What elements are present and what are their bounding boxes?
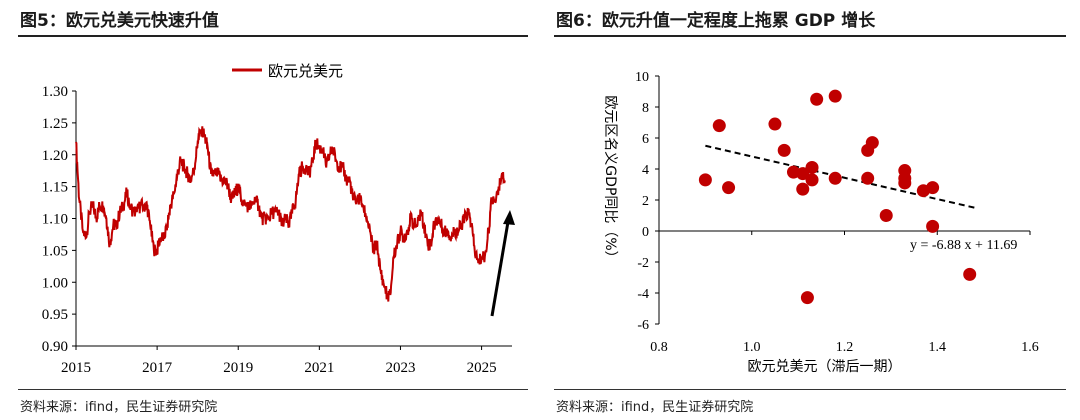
right-scatter-point bbox=[828, 171, 842, 185]
right-scatter-point bbox=[796, 182, 810, 196]
right-y-tick-label: 10 bbox=[635, 70, 649, 85]
right-scatter-point bbox=[963, 267, 977, 281]
left-y-tick-label: 1.20 bbox=[42, 148, 68, 164]
right-y-tick-label: -6 bbox=[637, 318, 649, 333]
left-chart-title: 图5：欧元兑美元快速升值 bbox=[20, 11, 219, 31]
left-x-tick-label: 2019 bbox=[223, 360, 253, 376]
right-chart-title: 图6：欧元升值一定程度上拖累 GDP 增长 bbox=[556, 11, 876, 31]
right-y-tick-label: -4 bbox=[637, 287, 649, 302]
right-x-tick-label: 0.8 bbox=[650, 340, 668, 355]
right-scatter-point bbox=[926, 181, 940, 195]
left-trend-arrow-shaft bbox=[490, 218, 510, 317]
right-x-tick-label: 1.4 bbox=[929, 340, 947, 355]
right-y-tick-label: 0 bbox=[642, 225, 649, 240]
left-y-tick-label: 1.30 bbox=[42, 84, 68, 100]
left-y-tick-label: 1.15 bbox=[42, 180, 68, 196]
left-y-tick-label: 1.10 bbox=[42, 212, 68, 228]
right-scatter-point bbox=[898, 171, 912, 185]
right-y-tick-label: 2 bbox=[642, 194, 649, 209]
right-y-tick-label: 4 bbox=[642, 163, 649, 178]
right-source-note: 资料来源：ifind，民生证券研究院 bbox=[556, 400, 754, 415]
right-bottom-rule bbox=[554, 389, 1066, 390]
right-scatter-point bbox=[712, 119, 726, 133]
right-scatter-point bbox=[861, 171, 875, 185]
left-bottom-rule bbox=[18, 389, 528, 390]
left-x-tick-label: 2023 bbox=[385, 360, 415, 376]
right-scatter-point bbox=[879, 209, 893, 222]
left-series-line-eurusd bbox=[75, 126, 506, 302]
right-x-tick-label: 1.6 bbox=[1021, 340, 1039, 355]
right-trendline-equation: y = -6.88 x + 11.69 bbox=[910, 238, 1017, 253]
left-x-tick-label: 2015 bbox=[61, 360, 91, 376]
left-legend-label: 欧元兑美元 bbox=[268, 62, 343, 80]
right-x-tick-label: 1.0 bbox=[743, 340, 761, 355]
right-scatter-point bbox=[865, 136, 879, 150]
left-x-tick-label: 2025 bbox=[467, 360, 497, 376]
right-scatter-point bbox=[796, 167, 810, 181]
right-scatter-point bbox=[805, 173, 819, 187]
left-x-tick-label: 2017 bbox=[142, 360, 173, 376]
right-scatter-point bbox=[698, 173, 712, 187]
left-y-tick-label: 0.95 bbox=[42, 307, 68, 323]
right-scatter-point bbox=[777, 143, 791, 157]
right-y-tick-label: -2 bbox=[637, 256, 649, 271]
left-y-tick-label: 1.05 bbox=[42, 243, 68, 259]
right-y-tick-label: 8 bbox=[642, 101, 649, 116]
right-y-axis-label: 欧元区名义GDP同比（%） bbox=[602, 95, 618, 264]
left-x-tick-label: 2021 bbox=[304, 360, 334, 376]
right-scatter-point bbox=[800, 291, 814, 305]
right-scatter-point bbox=[828, 89, 842, 103]
left-title-rule bbox=[18, 35, 528, 37]
left-trend-arrow-head bbox=[503, 210, 515, 225]
right-scatter-point bbox=[810, 92, 824, 106]
right-scatter-point bbox=[926, 219, 940, 233]
left-y-tick-label: 0.90 bbox=[42, 339, 68, 355]
right-scatter-point bbox=[722, 181, 736, 195]
left-y-tick-label: 1.25 bbox=[42, 116, 68, 132]
right-title-rule bbox=[554, 35, 1066, 37]
right-trendline bbox=[705, 144, 975, 209]
right-y-tick-label: 6 bbox=[642, 132, 649, 147]
left-y-tick-label: 1.00 bbox=[42, 275, 68, 291]
right-x-axis-label: 欧元兑美元（滞后一期） bbox=[748, 359, 902, 375]
right-scatter-point bbox=[768, 117, 782, 131]
right-scatter-point bbox=[805, 160, 819, 174]
right-x-tick-label: 1.2 bbox=[836, 340, 854, 355]
left-source-note: 资料来源：ifind，民生证券研究院 bbox=[20, 400, 218, 415]
